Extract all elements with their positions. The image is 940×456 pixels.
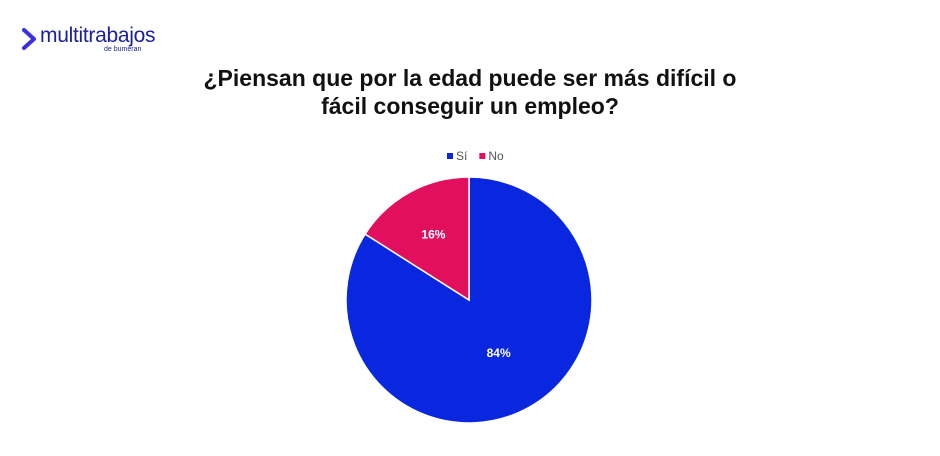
- chart-title: ¿Piensan que por la edad puede ser más d…: [203, 65, 737, 119]
- data-label: 16%: [421, 228, 445, 242]
- legend-label: No: [488, 149, 504, 163]
- legend-swatch: [479, 153, 486, 159]
- pie-slice: [364, 176, 470, 302]
- data-label: 84%: [487, 346, 511, 360]
- logo-name: multitrabajos: [40, 24, 156, 47]
- legend-label: Sí: [456, 149, 468, 163]
- logo-icon: [22, 28, 36, 50]
- legend-swatch: [447, 153, 453, 159]
- logo-tagline: de bumeran: [104, 46, 142, 53]
